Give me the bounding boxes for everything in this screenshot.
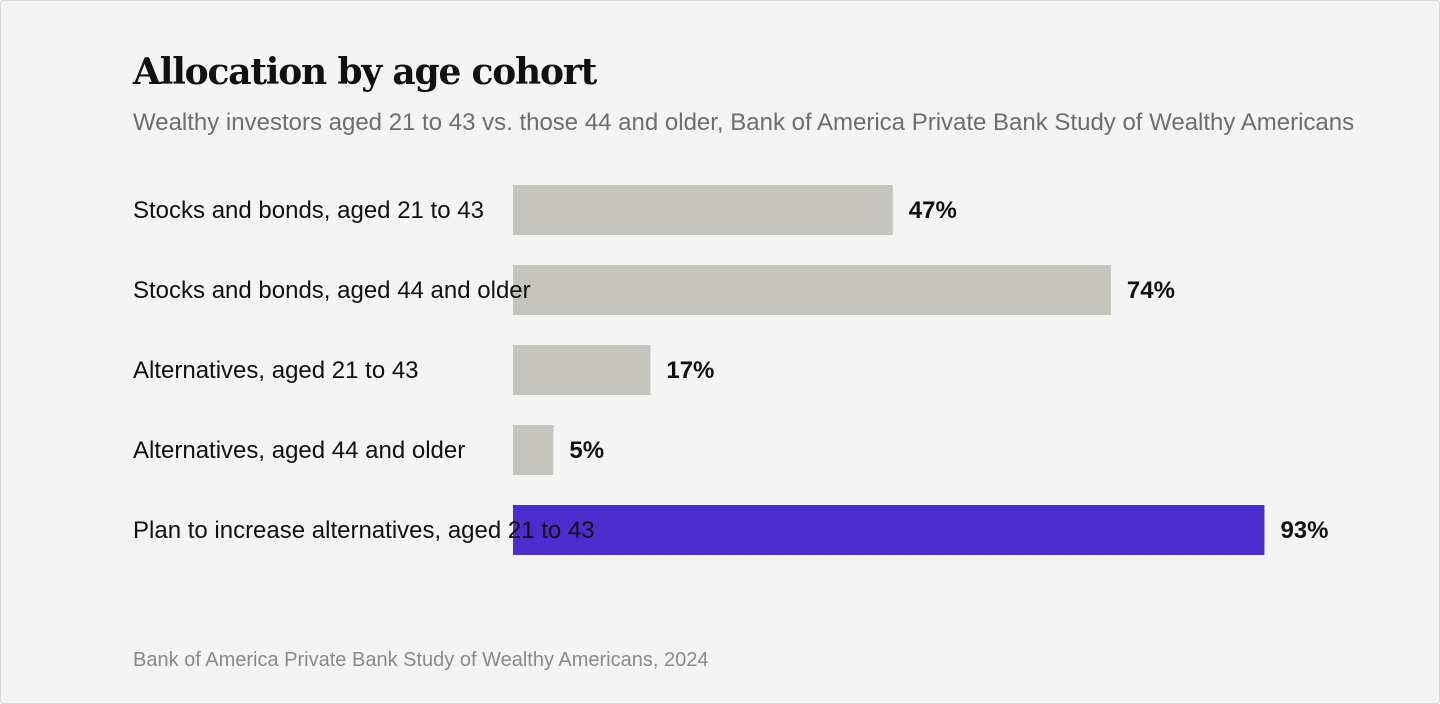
bar-chart: Stocks and bonds, aged 21 to 43 47% Stocks… [133,185,1328,555]
value-label-3: 5% [569,437,604,464]
bar-2 [513,345,651,395]
value-label-2: 17% [666,357,714,384]
chart-source: Bank of America Private Bank Study of We… [133,649,709,671]
chart-title: Allocation by age cohort [133,51,597,93]
value-label-0: 47% [909,197,957,224]
category-label-1: Stocks and bonds, aged 44 and older [133,277,531,304]
bar-1 [513,265,1111,315]
bar-3 [513,425,554,475]
category-label-3: Alternatives, aged 44 and older [133,437,465,464]
value-label-4: 93% [1280,517,1328,544]
bar-0 [513,185,893,235]
value-label-1: 74% [1127,277,1175,304]
chart-subtitle: Wealthy investors aged 21 to 43 vs. thos… [133,109,1355,136]
category-label-2: Alternatives, aged 21 to 43 [133,357,419,384]
bar-4 [513,505,1265,555]
category-label-4: Plan to increase alternatives, aged 21 t… [133,517,595,544]
category-label-0: Stocks and bonds, aged 21 to 43 [133,197,484,224]
